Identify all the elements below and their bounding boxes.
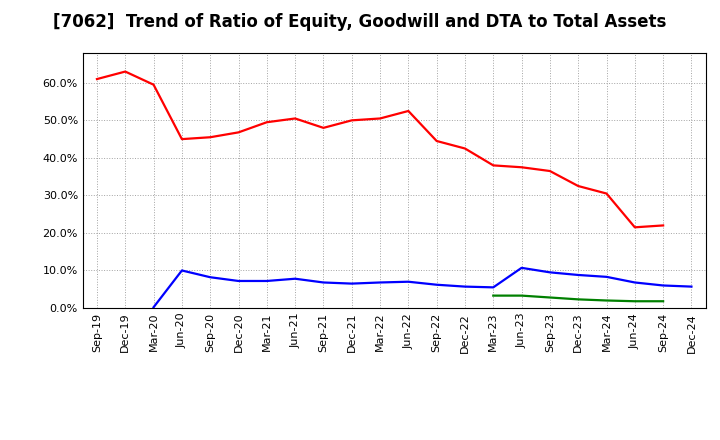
Equity: [602, 191, 611, 196]
Equity: [319, 125, 328, 131]
Goodwill: [404, 279, 413, 284]
Goodwill: [234, 279, 243, 284]
Equity: [121, 69, 130, 74]
Line: Deferred Tax Assets: Deferred Tax Assets: [493, 296, 663, 301]
Goodwill: [489, 285, 498, 290]
Equity: [687, 305, 696, 311]
Equity: [206, 135, 215, 140]
Equity: [517, 165, 526, 170]
Equity: [489, 163, 498, 168]
Goodwill: [461, 284, 469, 289]
Deferred Tax Assets: [631, 299, 639, 304]
Goodwill: [178, 268, 186, 273]
Deferred Tax Assets: [93, 305, 102, 311]
Equity: [178, 136, 186, 142]
Goodwill: [348, 281, 356, 286]
Text: [7062]  Trend of Ratio of Equity, Goodwill and DTA to Total Assets: [7062] Trend of Ratio of Equity, Goodwil…: [53, 13, 667, 31]
Deferred Tax Assets: [291, 305, 300, 311]
Line: Goodwill: Goodwill: [153, 268, 691, 307]
Equity: [659, 223, 667, 228]
Deferred Tax Assets: [404, 305, 413, 311]
Deferred Tax Assets: [263, 305, 271, 311]
Equity: [631, 225, 639, 230]
Deferred Tax Assets: [234, 305, 243, 311]
Equity: [432, 138, 441, 143]
Equity: [404, 108, 413, 114]
Deferred Tax Assets: [149, 305, 158, 311]
Equity: [234, 130, 243, 135]
Goodwill: [602, 274, 611, 279]
Deferred Tax Assets: [206, 305, 215, 311]
Goodwill: [263, 279, 271, 284]
Goodwill: [93, 305, 102, 311]
Deferred Tax Assets: [687, 305, 696, 311]
Goodwill: [574, 272, 582, 278]
Goodwill: [319, 280, 328, 285]
Deferred Tax Assets: [376, 305, 384, 311]
Equity: [574, 183, 582, 189]
Goodwill: [546, 270, 554, 275]
Deferred Tax Assets: [432, 305, 441, 311]
Equity: [291, 116, 300, 121]
Goodwill: [631, 280, 639, 285]
Equity: [348, 118, 356, 123]
Deferred Tax Assets: [546, 295, 554, 300]
Goodwill: [121, 305, 130, 311]
Equity: [263, 120, 271, 125]
Deferred Tax Assets: [178, 305, 186, 311]
Deferred Tax Assets: [602, 298, 611, 303]
Equity: [93, 77, 102, 82]
Deferred Tax Assets: [517, 293, 526, 298]
Deferred Tax Assets: [659, 299, 667, 304]
Deferred Tax Assets: [348, 305, 356, 311]
Deferred Tax Assets: [574, 297, 582, 302]
Goodwill: [206, 275, 215, 280]
Equity: [546, 169, 554, 174]
Goodwill: [376, 280, 384, 285]
Line: Equity: Equity: [97, 72, 663, 227]
Goodwill: [687, 284, 696, 289]
Goodwill: [659, 283, 667, 288]
Goodwill: [291, 276, 300, 281]
Goodwill: [432, 282, 441, 287]
Equity: [376, 116, 384, 121]
Deferred Tax Assets: [489, 293, 498, 298]
Equity: [149, 82, 158, 87]
Deferred Tax Assets: [121, 305, 130, 311]
Goodwill: [149, 304, 158, 310]
Goodwill: [517, 265, 526, 271]
Deferred Tax Assets: [319, 305, 328, 311]
Equity: [461, 146, 469, 151]
Deferred Tax Assets: [461, 305, 469, 311]
